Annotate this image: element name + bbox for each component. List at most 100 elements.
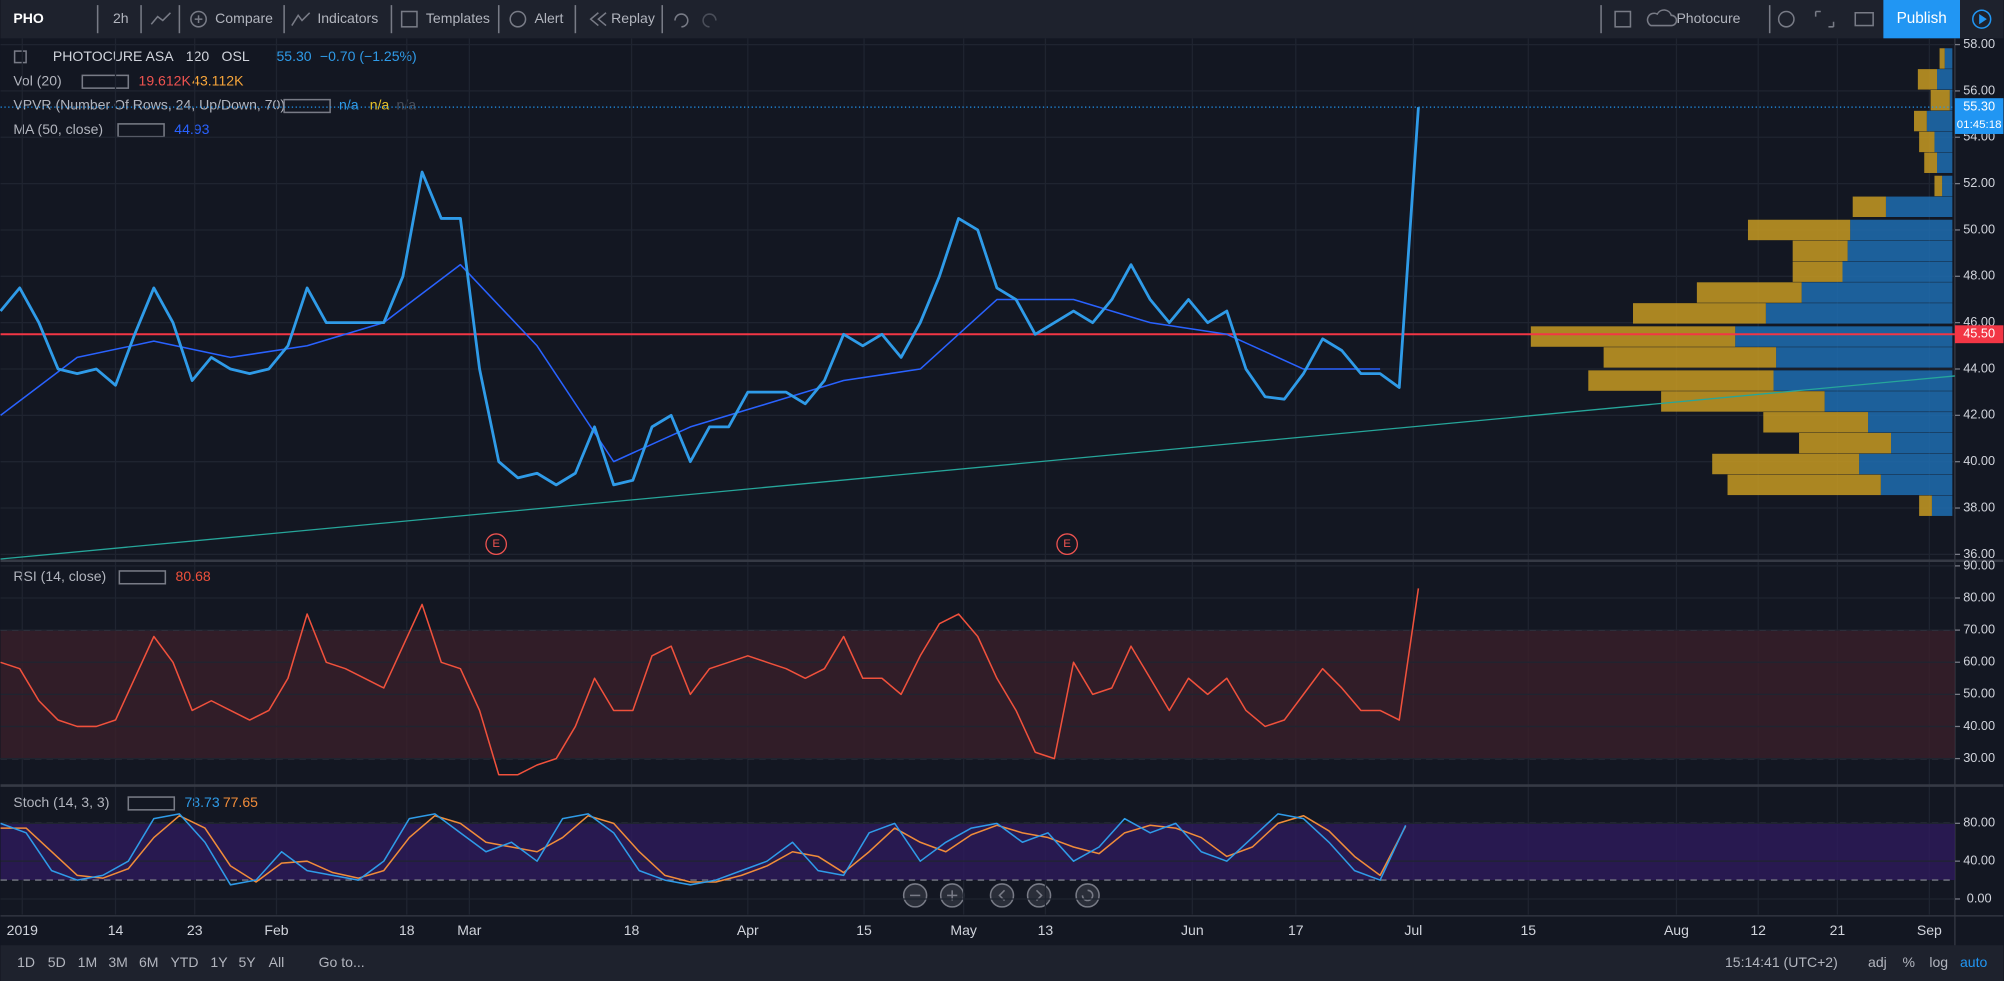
range-button[interactable]: 6M (139, 954, 159, 970)
vpvr-up (1891, 432, 1953, 454)
time-label: 15 (856, 922, 872, 938)
series-line (0, 107, 1420, 487)
interval[interactable]: 2h (113, 10, 129, 26)
vpvr-up (1735, 326, 1953, 347)
vpvr-down (1763, 412, 1869, 433)
y-tick-label: 80.00 (1963, 815, 1995, 830)
vpvr-down (1852, 196, 1886, 218)
y-tick-label: 42.00 (1963, 407, 1995, 422)
vpvr-up (1949, 89, 1953, 111)
vpvr-down (1919, 131, 1935, 153)
y-tick-label: 40.00 (1963, 453, 1995, 468)
range-button[interactable]: YTD (170, 954, 198, 970)
y-tick-label: 56.00 (1963, 82, 1995, 97)
publish-button[interactable] (1883, 0, 1961, 39)
bottom-bar (0, 945, 2004, 981)
earnings-label: E (1063, 538, 1071, 550)
vpvr-up (1885, 196, 1953, 218)
time-label: Aug (1664, 922, 1689, 938)
stoch-k-value: 78.73 (185, 794, 220, 810)
vpvr-up (1859, 453, 1953, 475)
y-tick-label: 44.00 (1963, 360, 1995, 375)
range-button[interactable]: 1M (78, 954, 98, 970)
vpvr-up (1868, 412, 1953, 433)
price-tag (1954, 325, 2004, 344)
earnings-marker[interactable] (1056, 533, 1079, 556)
rsi-value: 80.68 (176, 568, 211, 584)
vpvr-down (1588, 370, 1774, 391)
time-label: May (950, 922, 977, 938)
time-label: 21 (1830, 922, 1846, 938)
y-tick-label: 40.00 (1963, 853, 1995, 868)
time-label: 2019 (7, 922, 38, 938)
range-button[interactable]: 1D (17, 954, 35, 970)
vpvr-up (1842, 261, 1953, 282)
vpvr-down (1792, 240, 1848, 262)
earnings-marker[interactable] (485, 533, 508, 556)
time-label: 23 (187, 922, 203, 938)
toolbar-item[interactable]: Replay (611, 10, 655, 26)
legend-exchange: OSL (222, 48, 250, 64)
vpvr-down (1930, 89, 1950, 111)
range-button[interactable]: 5D (48, 954, 66, 970)
vpvr-down (1603, 347, 1777, 368)
scale-option[interactable]: % (1903, 954, 1916, 970)
y-tick-label: 80.00 (1963, 589, 1995, 604)
range-button[interactable]: 5Y (238, 954, 256, 970)
vpvr-up (1801, 282, 1953, 303)
ma-label: MA (50, close) (13, 121, 103, 137)
time-label: 18 (624, 922, 640, 938)
y-tick-label: 50.00 (1963, 221, 1995, 236)
publish-label[interactable]: Publish (1897, 10, 1947, 27)
range-button[interactable]: 3M (108, 954, 128, 970)
time-label: 15 (1520, 922, 1536, 938)
vpvr-down (1747, 219, 1851, 241)
toolbar-item[interactable]: Indicators (317, 10, 378, 26)
vpvr-up (1944, 48, 1953, 69)
vpvr-up (1850, 219, 1953, 241)
time-label: 12 (1750, 922, 1766, 938)
toolbar-item[interactable]: Alert (534, 10, 563, 26)
vol-value: 19.612K (139, 72, 192, 88)
time-label: 18 (399, 922, 415, 938)
vol-ma: 43.112K (192, 72, 244, 88)
price-tag-label: 45.50 (1963, 326, 1995, 341)
y-tick-label: 70.00 (1963, 621, 1995, 636)
vpvr-up (1776, 347, 1953, 368)
legend-icons (13, 50, 331, 811)
legend-change: −0.70 (−1.25%) (320, 48, 417, 64)
vpvr-down (1799, 432, 1892, 454)
time-label: 17 (1288, 922, 1304, 938)
series-line (0, 813, 1407, 886)
toolbar-item[interactable]: Compare (215, 10, 273, 26)
legend-symbol: PHOTOCURE ASA (53, 48, 174, 64)
scale-option[interactable]: log (1929, 954, 1948, 970)
vpvr-label: VPVR (Number Of Rows, 24, Up/Down, 70) (13, 97, 285, 113)
y-tick-label: 50.00 (1963, 686, 1995, 701)
price-tag-label: 55.30 (1963, 99, 1995, 114)
scale-option[interactable]: auto (1960, 954, 1988, 970)
vpvr-down (1530, 326, 1736, 347)
toolbar (0, 0, 2004, 39)
time-label: Jul (1404, 922, 1422, 938)
goto-button[interactable]: Go to... (319, 954, 365, 970)
y-tick-label: 40.00 (1963, 718, 1995, 733)
vpvr-up (1937, 69, 1953, 90)
toolbar-icons (96, 5, 1992, 34)
symbol[interactable]: PHO (13, 10, 44, 26)
vpvr-up (1934, 131, 1953, 153)
vpvr-down (1712, 453, 1860, 475)
scale-option[interactable]: adj (1868, 954, 1887, 970)
range-button[interactable]: 1Y (210, 954, 228, 970)
y-tick-label: 58.00 (1963, 36, 1995, 51)
range-button[interactable]: All (269, 954, 285, 970)
vpvr-down (1939, 48, 1945, 69)
vpvr-up (1926, 110, 1953, 132)
clock: 15:14:41 (UTC+2) (1725, 954, 1838, 970)
legend-interval: 120 (186, 48, 210, 64)
toolbar-item[interactable]: Templates (426, 10, 490, 26)
layout-name[interactable]: Photocure (1676, 10, 1740, 26)
vpvr-down (1633, 303, 1766, 324)
